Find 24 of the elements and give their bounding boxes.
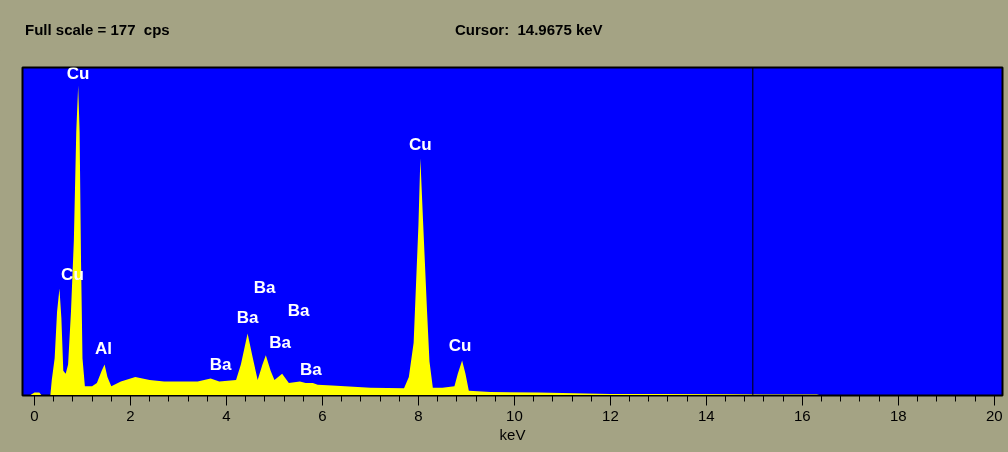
x-tick-label: 18 bbox=[890, 406, 907, 424]
x-tick-label: 6 bbox=[318, 406, 327, 424]
annotation: Cu bbox=[409, 135, 432, 155]
x-tick-label: 8 bbox=[414, 406, 423, 424]
x-tick-label: 20 bbox=[986, 406, 1003, 424]
annotation: Cu bbox=[66, 64, 90, 84]
x-tick-label: 14 bbox=[698, 406, 715, 424]
ref-line-label: Cursor: 14.9675 keV bbox=[455, 20, 603, 40]
x-tick-label: 0 bbox=[30, 406, 39, 424]
x-tick-label: 10 bbox=[506, 406, 523, 424]
annotation: Ba bbox=[236, 308, 259, 328]
annotation: Ba bbox=[287, 301, 310, 321]
annotation: Al bbox=[95, 339, 113, 359]
annotation: Ba bbox=[209, 355, 233, 375]
x-tick-label: 16 bbox=[794, 406, 811, 424]
x-tick-label: 12 bbox=[602, 406, 619, 424]
annotation: Ba bbox=[299, 360, 323, 380]
annotation: Ba bbox=[269, 332, 292, 352]
x-axis-title: keV bbox=[499, 425, 526, 443]
x-tick-label: 4 bbox=[222, 406, 231, 424]
annotation: Cu bbox=[448, 336, 472, 356]
annotation: Ba bbox=[253, 278, 276, 298]
x-tick-label: 2 bbox=[126, 406, 135, 424]
chart-title: Full scale = 177 cps bbox=[25, 20, 170, 40]
